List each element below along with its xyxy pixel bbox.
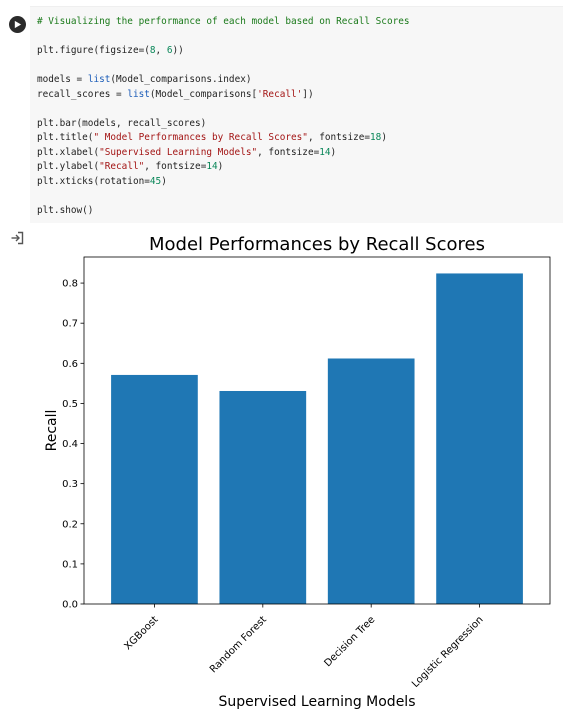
bar-decision-tree: [327, 358, 415, 604]
play-icon: [14, 20, 22, 29]
y-tick-label: 0.6: [62, 359, 78, 370]
y-tick-label: 0.5: [62, 399, 78, 410]
chart-title: Model Performances by Recall Scores: [149, 234, 485, 255]
code-cell: # Visualizing the performance of each mo…: [0, 6, 563, 223]
y-tick-label: 0.0: [62, 600, 78, 611]
output-redirect-icon[interactable]: [10, 230, 24, 245]
y-tick-label: 0.8: [62, 279, 78, 290]
code-editor[interactable]: # Visualizing the performance of each mo…: [30, 6, 563, 223]
bar-chart: 0.0 0.1 0.2 0.3 0.4 0.5 0.6 0.7 0.8 XGBoost Rando…: [44, 234, 551, 710]
y-tick-label: 0.4: [62, 439, 78, 450]
x-tick-label: XGBoost: [123, 614, 161, 652]
x-tick-label: Decision Tree: [322, 614, 377, 669]
bar-logistic-regression: [436, 273, 523, 604]
y-tick-label: 0.7: [62, 319, 78, 330]
bar-xgboost: [111, 374, 198, 604]
run-cell-button[interactable]: [9, 16, 26, 33]
y-axis-label: Recall: [44, 410, 60, 452]
y-tick-label: 0.1: [62, 559, 78, 570]
y-tick-label: 0.3: [62, 479, 78, 490]
code-text[interactable]: # Visualizing the performance of each mo…: [37, 16, 410, 216]
x-tick-label: Logistic Regression: [410, 614, 486, 690]
y-tick-label: 0.2: [62, 519, 78, 530]
x-tick-label: Random Forest: [208, 614, 269, 675]
bar-random-forest: [219, 390, 307, 604]
x-axis-label: Supervised Learning Models: [219, 694, 416, 710]
